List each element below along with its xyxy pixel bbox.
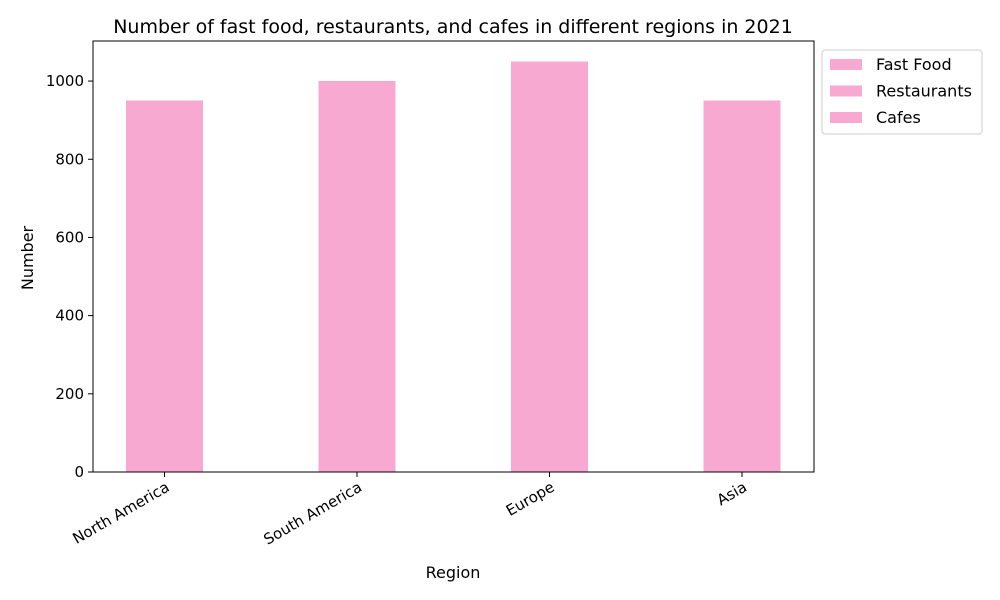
x-tick-label: Asia — [714, 478, 750, 509]
y-tick-label: 400 — [55, 307, 84, 325]
bar-cafes-north-america — [126, 100, 203, 472]
y-tick-label: 800 — [55, 150, 84, 168]
y-axis-title: Number — [18, 225, 37, 290]
legend-swatch — [830, 112, 862, 123]
y-tick-label: 1000 — [46, 72, 84, 90]
legend: Fast Food Restaurants Cafes — [821, 49, 983, 135]
y-tick-label: 0 — [74, 463, 84, 481]
bar-cafes-europe — [511, 61, 588, 473]
x-axis: North America South America Europe Asia — [69, 472, 750, 549]
y-axis: 0 200 400 600 800 1000 — [46, 72, 93, 481]
chart-title: Number of fast food, restaurants, and ca… — [113, 16, 793, 38]
legend-label: Restaurants — [876, 82, 972, 101]
bar-cafes-asia — [703, 100, 781, 472]
legend-label: Fast Food — [876, 55, 952, 74]
y-tick-label: 600 — [55, 228, 84, 246]
legend-label: Cafes — [876, 108, 921, 127]
plot-frame — [92, 40, 815, 473]
x-tick-label: Europe — [503, 478, 558, 520]
y-tick-label: 200 — [55, 385, 84, 403]
x-tick-label: South America — [261, 478, 365, 549]
legend-swatch — [830, 85, 862, 97]
legend-swatch — [830, 59, 862, 70]
bars-group — [126, 61, 781, 473]
x-axis-title: Region — [426, 563, 481, 582]
x-tick-label: North America — [69, 478, 172, 548]
bar-cafes-south-america — [318, 81, 396, 472]
